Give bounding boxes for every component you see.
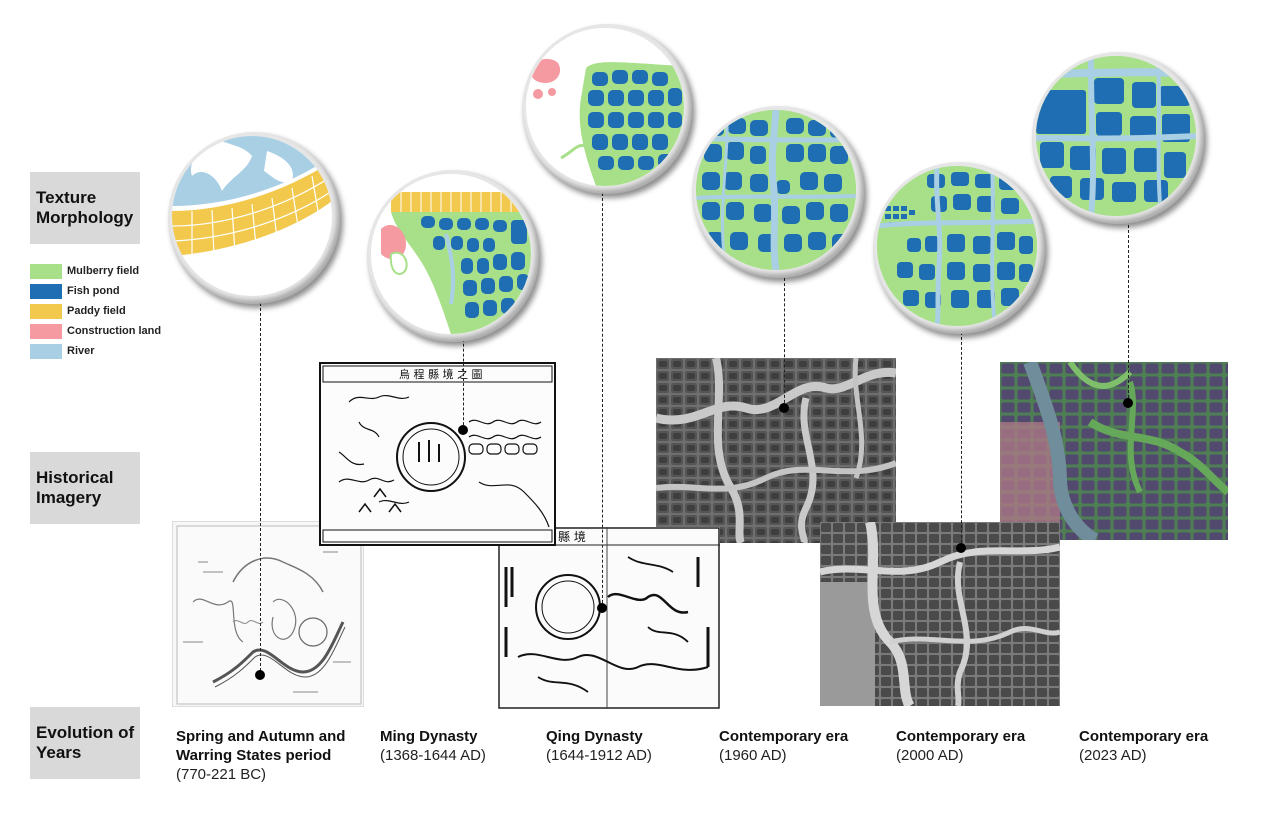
row-label-text: Texture Morphology — [36, 188, 134, 227]
era-date: (1368-1644 AD) — [380, 747, 486, 764]
row-label-text: Evolution of Years — [36, 723, 135, 762]
historical-map-ming: 烏 程 縣 境 之 圖 — [319, 362, 556, 546]
anchor-dot-2023 — [1123, 398, 1133, 408]
anchor-dot-spring-autumn — [255, 670, 265, 680]
leader-line-2000 — [961, 332, 962, 548]
legend-label: Paddy field — [67, 305, 126, 317]
era-label-qing: Qing Dynasty (1644-1912 AD) — [546, 727, 652, 765]
leader-line-qing — [602, 188, 603, 608]
era-label-2023: Contemporary era (2023 AD) — [1079, 727, 1208, 765]
era-date: (2023 AD) — [1079, 747, 1147, 764]
historical-map-spring-autumn — [172, 521, 364, 707]
historical-image-2023 — [1000, 362, 1228, 540]
era-label-2000: Contemporary era (2000 AD) — [896, 727, 1025, 765]
leader-line-ming — [463, 334, 464, 430]
legend-label: River — [67, 345, 95, 357]
leader-line-2023 — [1128, 225, 1129, 403]
texture-circle-2023 — [1036, 56, 1196, 216]
texture-circle-2000 — [877, 166, 1037, 326]
historical-map-qing: 縣 境 — [498, 527, 720, 709]
legend-label: Construction land — [67, 325, 162, 337]
era-label-ming: Ming Dynasty (1368-1644 AD) — [380, 727, 486, 765]
anchor-dot-1960 — [779, 403, 789, 413]
legend-swatch-construction — [30, 324, 62, 339]
era-name: Qing Dynasty — [546, 728, 643, 745]
texture-circle-ming — [371, 174, 531, 334]
era-name: Contemporary era — [1079, 728, 1209, 745]
era-date: (1644-1912 AD) — [546, 747, 652, 764]
ming-map-title: 烏 程 縣 境 之 圖 — [399, 367, 482, 381]
historical-image-2000 — [820, 522, 1060, 706]
row-label-text: Historical Imagery — [36, 468, 114, 507]
era-name: Spring and Autumn and Warring States per… — [176, 728, 346, 764]
leader-line-spring-autumn — [260, 298, 261, 676]
era-name: Ming Dynasty — [380, 728, 478, 745]
era-date: (770-221 BC) — [176, 766, 267, 783]
legend-swatch-paddy — [30, 304, 62, 319]
texture-circle-qing — [526, 28, 684, 186]
qing-map-title: 縣 境 — [558, 529, 586, 544]
era-date: (1960 AD) — [719, 747, 787, 764]
leader-line-1960 — [784, 278, 785, 408]
era-label-1960: Contemporary era (1960 AD) — [719, 727, 848, 765]
legend-label: Mulberry field — [67, 265, 140, 277]
anchor-dot-ming — [458, 425, 468, 435]
era-date: (2000 AD) — [896, 747, 964, 764]
legend-label: Fish pond — [67, 285, 120, 297]
row-label-historical-imagery: Historical Imagery — [30, 452, 140, 524]
era-label-spring-autumn: Spring and Autumn and Warring States per… — [176, 727, 345, 784]
texture-circle-spring-autumn — [172, 136, 332, 296]
texture-circle-1960 — [696, 110, 856, 270]
legend-swatch-fish-pond — [30, 284, 62, 299]
anchor-dot-2000 — [956, 543, 966, 553]
anchor-dot-qing — [597, 603, 607, 613]
historical-image-1960 — [656, 358, 896, 543]
era-name: Contemporary era — [896, 728, 1026, 745]
legend-swatch-mulberry — [30, 264, 62, 279]
row-label-evolution-of-years: Evolution of Years — [30, 707, 140, 779]
legend-swatch-river — [30, 344, 62, 359]
row-label-texture-morphology: Texture Morphology — [30, 172, 140, 244]
era-name: Contemporary era — [719, 728, 849, 745]
